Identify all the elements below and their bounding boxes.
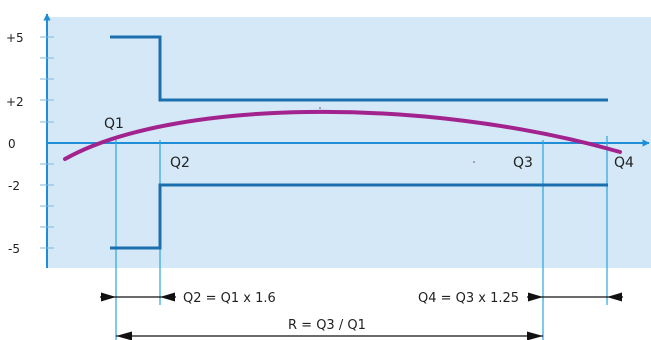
y-ticks <box>40 36 54 249</box>
label-q4: Q4 <box>614 155 634 171</box>
y-label-plus2: +2 <box>6 95 24 109</box>
lower-step-line <box>110 183 608 250</box>
arrowhead-right <box>527 331 543 340</box>
formula-q4: Q4 = Q3 x 1.25 <box>418 291 519 306</box>
y-label-zero: 0 <box>8 137 16 151</box>
formula-r: R = Q3 / Q1 <box>288 318 366 333</box>
label-q1: Q1 <box>104 116 124 132</box>
y-label-minus2: -2 <box>8 179 20 193</box>
dot-mark <box>473 161 475 163</box>
dimension-q1-q3 <box>116 331 543 340</box>
label-q3: Q3 <box>513 155 533 171</box>
arrowhead-left <box>160 292 175 302</box>
y-label-minus5: -5 <box>8 242 20 256</box>
label-q2: Q2 <box>170 155 190 171</box>
dot-mark <box>319 107 321 109</box>
formula-q2: Q2 = Q1 x 1.6 <box>183 291 276 306</box>
response-curve <box>63 109 622 161</box>
upper-step-line <box>110 35 608 102</box>
dimension-q1-q2 <box>100 292 176 302</box>
arrowhead-right <box>528 292 543 302</box>
dimension-q3-q4 <box>527 292 623 302</box>
y-label-plus5: +5 <box>6 31 24 45</box>
arrowhead-left <box>116 331 132 340</box>
arrowhead-right <box>101 292 116 302</box>
arrowhead-left <box>607 292 622 302</box>
